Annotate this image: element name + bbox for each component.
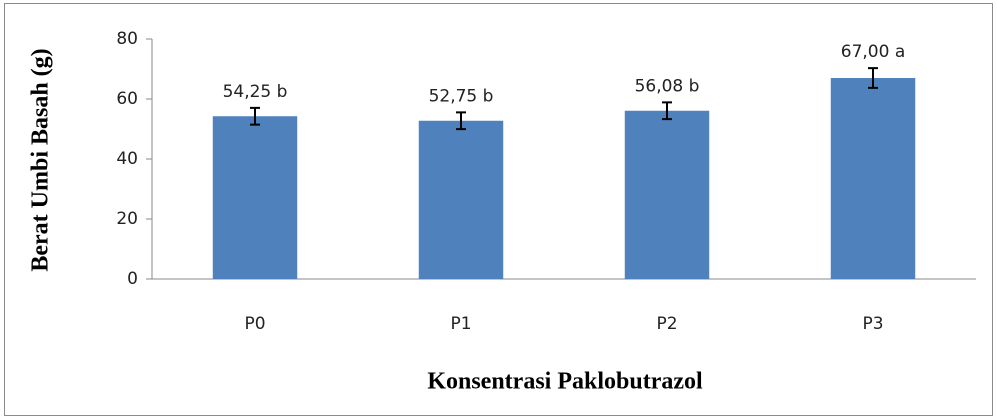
data-label: 54,25 b — [223, 82, 288, 102]
y-tick-label: 20 — [116, 209, 138, 229]
data-label: 52,75 b — [429, 86, 494, 106]
x-tick-label: P3 — [862, 314, 883, 334]
bar — [624, 110, 710, 279]
error-bar — [456, 111, 466, 131]
x-axis-title: Konsentrasi Paklobutrazol — [427, 369, 703, 395]
y-tick-label: 80 — [116, 29, 138, 49]
error-bar — [662, 101, 672, 121]
y-tick-label: 0 — [127, 269, 138, 289]
bar — [212, 116, 298, 279]
error-bar — [250, 106, 260, 126]
bar — [418, 120, 504, 279]
data-label: 67,00 a — [841, 42, 906, 62]
data-label: 56,08 b — [635, 76, 700, 96]
error-bar — [868, 67, 878, 89]
x-tick-label: P2 — [656, 314, 677, 334]
x-tick-label: P0 — [244, 314, 265, 334]
y-axis-title: Berat Umbi Basah (g) — [28, 48, 54, 271]
bar — [830, 78, 916, 279]
y-tick-label: 60 — [116, 89, 138, 109]
y-tick-label: 40 — [116, 149, 138, 169]
x-tick-label: P1 — [450, 314, 471, 334]
